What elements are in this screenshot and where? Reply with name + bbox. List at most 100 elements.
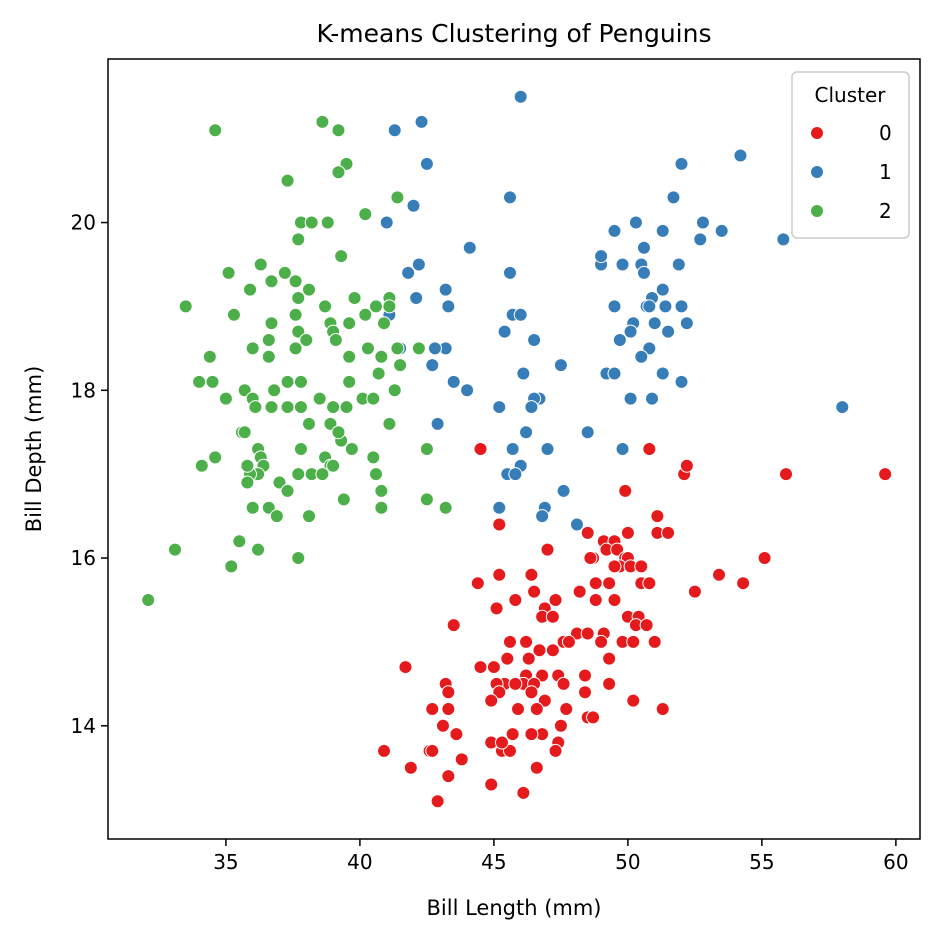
data-point-cluster-0 [602,576,617,591]
data-point-cluster-1 [519,425,534,440]
data-point-cluster-0 [446,618,461,633]
data-point-cluster-2 [320,215,335,230]
data-point-cluster-1 [492,500,507,515]
data-point-cluster-2 [387,383,402,398]
data-point-cluster-2 [390,341,405,356]
data-point-cluster-0 [679,458,694,473]
data-point-cluster-1 [674,374,689,389]
data-point-cluster-2 [301,416,316,431]
data-point-cluster-2 [342,349,357,364]
data-point-cluster-2 [419,492,434,507]
data-point-cluster-0 [502,743,517,758]
x-tick-label: 55 [749,850,774,874]
data-point-cluster-0 [425,743,440,758]
plot-frame [107,58,921,840]
data-point-cluster-1 [462,240,477,255]
data-point-cluster-0 [736,576,751,591]
data-point-cluster-0 [540,542,555,557]
data-point-cluster-2 [240,458,255,473]
data-point-cluster-1 [406,198,421,213]
data-point-cluster-0 [556,676,571,691]
legend-box [791,71,910,239]
data-point-cluster-2 [267,383,282,398]
data-point-cluster-2 [280,483,295,498]
data-point-cluster-2 [366,450,381,465]
data-point-cluster-2 [277,265,292,280]
data-point-cluster-0 [398,660,413,675]
data-point-cluster-2 [243,282,258,297]
data-point-cluster-2 [358,307,373,322]
data-point-cluster-1 [379,215,394,230]
data-point-cluster-2 [178,299,193,314]
data-point-cluster-2 [368,299,383,314]
data-point-cluster-0 [500,651,515,666]
data-point-cluster-0 [494,735,509,750]
legend: Cluster 0 1 2 [791,71,910,239]
data-point-cluster-2 [318,299,333,314]
data-point-cluster-0 [489,601,504,616]
data-point-cluster-1 [835,400,850,415]
data-point-cluster-1 [642,299,657,314]
data-point-cluster-2 [323,416,338,431]
data-point-cluster-1 [492,400,507,415]
data-point-cluster-2 [312,391,327,406]
data-point-cluster-1 [733,148,748,163]
data-point-cluster-1 [441,299,456,314]
data-point-cluster-0 [545,609,560,624]
data-point-cluster-2 [226,307,241,322]
data-point-cluster-2 [331,123,346,138]
data-point-cluster-0 [545,643,560,658]
data-point-cluster-2 [208,123,223,138]
data-point-cluster-0 [441,702,456,716]
data-point-cluster-1 [513,307,528,322]
data-point-cluster-0 [524,685,539,700]
data-point-cluster-0 [578,685,593,700]
data-point-cluster-0 [473,442,488,456]
data-point-cluster-0 [650,509,665,524]
data-point-cluster-0 [484,777,499,792]
data-point-cluster-0 [647,634,662,649]
data-point-cluster-1 [776,232,791,247]
data-point-cluster-2 [291,467,306,482]
data-point-cluster-0 [511,702,526,716]
data-point-cluster-0 [521,651,536,666]
data-point-cluster-2 [336,492,351,507]
data-point-cluster-0 [519,634,534,649]
data-point-cluster-2 [264,316,279,331]
data-point-cluster-2 [280,400,295,415]
data-point-cluster-2 [264,400,279,415]
y-tick-label: 16 [71,546,96,570]
y-axis-label: Bill Depth (mm) [22,366,46,533]
data-point-cluster-1 [569,517,584,532]
data-point-cluster-1 [508,467,523,482]
data-point-cluster-0 [712,567,727,582]
data-point-cluster-2 [326,400,341,415]
data-point-cluster-0 [661,525,676,540]
data-point-cluster-0 [430,794,445,809]
data-point-cluster-1 [623,324,638,339]
data-point-cluster-1 [666,190,681,205]
data-point-cluster-0 [580,626,595,641]
data-point-cluster-2 [264,274,279,289]
data-point-cluster-2 [390,190,405,205]
data-point-cluster-1 [401,265,416,280]
legend-marker-0 [810,126,824,140]
data-point-cluster-1 [623,391,638,406]
data-point-cluster-0 [559,702,574,716]
data-point-cluster-2 [251,542,266,557]
data-point-cluster-0 [535,668,550,683]
data-point-cluster-0 [470,576,485,591]
data-point-cluster-2 [339,156,354,171]
data-point-cluster-1 [679,316,694,331]
data-point-cluster-2 [194,458,209,473]
data-point-cluster-1 [540,442,555,456]
data-point-cluster-2 [331,425,346,440]
data-point-cluster-1 [647,316,662,331]
y-tick-label: 20 [71,211,96,235]
data-point-cluster-1 [693,232,708,247]
x-tick-label: 50 [615,850,640,874]
data-point-cluster-0 [435,718,450,733]
data-point-cluster-0 [626,634,641,649]
data-point-cluster-0 [473,660,488,675]
